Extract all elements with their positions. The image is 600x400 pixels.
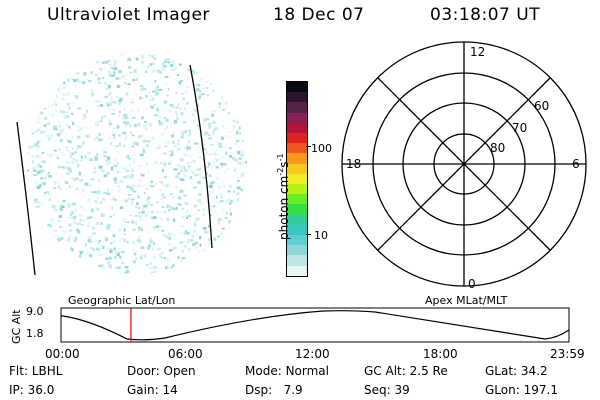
mlat-label-60: 60	[534, 99, 549, 113]
colorbar-segment	[287, 214, 307, 225]
altitude-strip-chart	[60, 307, 570, 343]
colorbar-segment	[287, 245, 307, 256]
strip-geographic-label: Geographic Lat/Lon	[68, 294, 176, 307]
status-glon: GLon: 197.1	[485, 383, 558, 397]
status-flt: Flt: LBHL	[9, 364, 63, 378]
strip-ytick-9: 9.0	[26, 305, 44, 318]
header-date: 18 Dec 07	[273, 5, 365, 25]
colorbar-segment	[287, 92, 307, 103]
mlat-label-80: 80	[490, 141, 505, 155]
colorbar-unit-label: photon cm-2s-1	[276, 153, 291, 240]
colorbar-segment	[287, 122, 307, 134]
instrument-title: Ultraviolet Imager	[47, 5, 210, 25]
polar-grid: 12 18 6 0 60 70 80	[341, 41, 587, 291]
colorbar	[286, 81, 308, 277]
colorbar-segment	[287, 255, 307, 266]
uv-emission-noise	[27, 54, 247, 274]
status-seq: Seq: 39	[364, 383, 410, 397]
colorbar-segment	[287, 265, 307, 276]
colorbar-segment	[287, 112, 307, 123]
mlt-label-18: 18	[346, 157, 361, 171]
mlt-label-6: 6	[572, 157, 580, 171]
strip-xtick-1200: 12:00	[295, 347, 330, 361]
colorbar-tick-100: 100	[311, 142, 332, 155]
colorbar-tickmark	[306, 146, 311, 147]
strip-frame	[60, 307, 570, 343]
colorbar-segment	[287, 204, 307, 215]
strip-axis-title: GC Alt	[10, 309, 23, 344]
colorbar-tickmark	[306, 234, 311, 235]
mlat-label-70: 70	[512, 121, 527, 135]
colorbar-segment	[287, 184, 307, 195]
strip-ytick-1.8: 1.8	[26, 327, 44, 340]
limb-line-left	[16, 121, 36, 276]
mlt-label-0: 0	[468, 277, 476, 291]
altitude-curve	[61, 310, 570, 341]
colorbar-segment	[287, 194, 307, 205]
status-gain: Gain: 14	[127, 383, 178, 397]
status-mode: Mode: Normal	[245, 364, 329, 378]
status-ip: IP: 36.0	[9, 383, 55, 397]
status-door: Door: Open	[127, 364, 196, 378]
strip-xtick-0600: 06:00	[168, 347, 203, 361]
strip-xtick-1800: 18:00	[423, 347, 458, 361]
colorbar-segment	[287, 133, 307, 144]
mlt-label-12: 12	[470, 45, 485, 59]
status-dsp: Dsp: 7.9	[245, 383, 303, 397]
limb-line-right	[189, 64, 213, 249]
strip-xtick-0000: 00:00	[45, 347, 80, 361]
colorbar-segment	[287, 82, 307, 93]
colorbar-segment	[287, 173, 307, 185]
status-gc-alt: GC Alt: 2.5 Re	[364, 364, 448, 378]
uv-image-panel	[16, 54, 247, 276]
strip-apex-label: Apex MLat/MLT	[425, 294, 508, 307]
colorbar-segment	[287, 153, 307, 164]
strip-xtick-2359: 23:59	[550, 347, 585, 361]
colorbar-segment	[287, 102, 307, 113]
colorbar-segment	[287, 235, 307, 246]
status-glat: GLat: 34.2	[485, 364, 548, 378]
colorbar-segment	[287, 143, 307, 154]
colorbar-segment	[287, 163, 307, 174]
colorbar-segment	[287, 224, 307, 236]
header-time: 03:18:07 UT	[430, 5, 541, 25]
colorbar-tick-10: 10	[314, 229, 328, 242]
polar-diagonal	[377, 77, 551, 251]
